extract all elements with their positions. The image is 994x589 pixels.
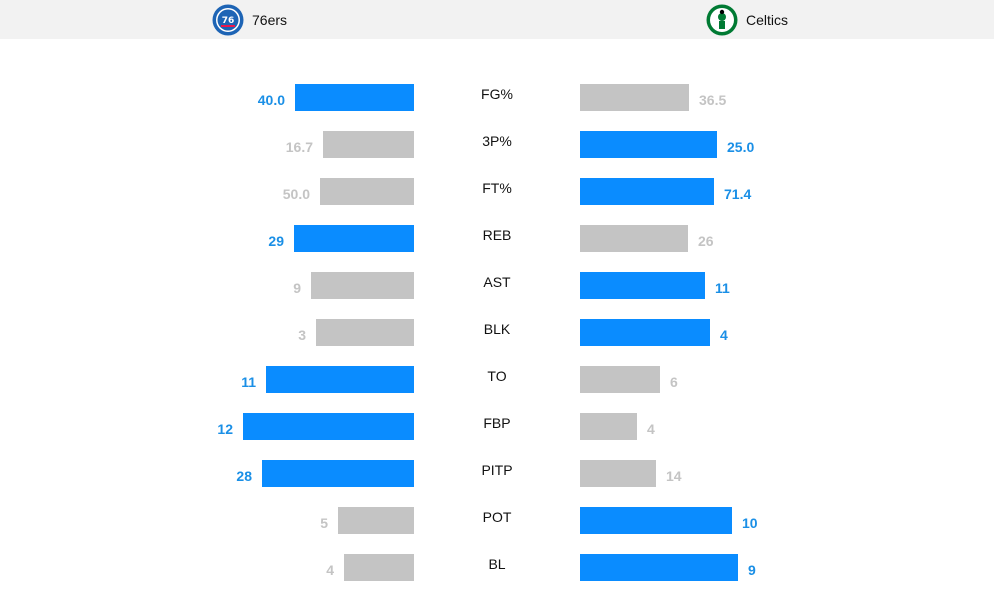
- stat-label: BLK: [483, 321, 511, 337]
- home-stat-value: 12: [217, 421, 233, 437]
- away-stat-bar: [580, 272, 705, 299]
- home-stat-bar: [262, 460, 414, 487]
- away-stat-value: 26: [698, 233, 714, 249]
- home-stat-bar: [316, 319, 414, 346]
- stat-row-bl: 4 BL 9: [0, 554, 994, 581]
- away-stat-value: 11: [715, 280, 730, 296]
- home-stat-value: 3: [298, 327, 306, 343]
- away-stat-value: 14: [666, 468, 682, 484]
- home-stat-value: 40.0: [257, 92, 285, 108]
- home-stat-bar: [338, 507, 414, 534]
- away-stat-value: 4: [720, 327, 728, 343]
- home-stat-bar: [320, 178, 414, 205]
- stat-label: POT: [482, 509, 512, 525]
- home-stat-bar: [294, 225, 414, 252]
- team-header: 76 76ers Celtics: [0, 0, 994, 39]
- away-stat-value: 6: [670, 374, 678, 390]
- stat-label: PITP: [481, 462, 513, 478]
- home-stat-bar: [311, 272, 414, 299]
- away-team-name: Celtics: [746, 11, 789, 28]
- home-team[interactable]: 76 76ers: [212, 0, 287, 39]
- away-stat-value: 10: [742, 515, 758, 531]
- stat-row-pot: 5 POT 10: [0, 507, 994, 534]
- away-stat-value: 71.4: [724, 186, 752, 202]
- stat-row-pitp: 28 PITP 14: [0, 460, 994, 487]
- away-team[interactable]: Celtics: [706, 0, 788, 39]
- home-stat-bar: [323, 131, 414, 158]
- celtics-logo-icon: [706, 4, 738, 35]
- stat-row-to: 11 TO 6: [0, 366, 994, 393]
- stat-row-reb: 29 REB 26: [0, 225, 994, 252]
- stat-row-fbp: 12 FBP 4: [0, 413, 994, 440]
- away-stat-bar: [580, 178, 714, 205]
- away-stat-bar: [580, 554, 738, 581]
- home-stat-bar: [295, 84, 414, 111]
- 76ers-logo-icon: 76: [212, 4, 244, 35]
- stat-label: TO: [487, 368, 507, 384]
- stat-label: FG%: [481, 86, 513, 102]
- home-stat-bar: [344, 554, 414, 581]
- away-stat-value: 25.0: [727, 139, 755, 155]
- stat-row-3p-pct: 16.7 3P% 25.0: [0, 131, 994, 158]
- away-stat-value: 36.5: [699, 92, 727, 108]
- home-stat-value: 50.0: [282, 186, 310, 202]
- home-stat-bar: [243, 413, 414, 440]
- home-stat-value: 9: [293, 280, 301, 296]
- stat-label: FT%: [482, 180, 512, 196]
- home-stat-value: 16.7: [285, 139, 313, 155]
- stat-label: REB: [482, 227, 512, 243]
- stat-label: 3P%: [482, 133, 512, 149]
- stat-label: AST: [483, 274, 511, 290]
- stat-row-ft-pct: 50.0 FT% 71.4: [0, 178, 994, 205]
- stat-row-ast: 9 AST 11: [0, 272, 994, 299]
- away-stat-bar: [580, 366, 660, 393]
- away-stat-value: 4: [647, 421, 655, 437]
- home-stat-value: 29: [268, 233, 284, 249]
- home-team-name: 76ers: [252, 11, 288, 28]
- stat-row-blk: 3 BLK 4: [0, 319, 994, 346]
- away-stat-bar: [580, 84, 689, 111]
- home-stat-value: 11: [241, 374, 256, 390]
- away-stat-bar: [580, 460, 656, 487]
- stat-label: BL: [488, 556, 506, 572]
- away-stat-bar: [580, 319, 710, 346]
- home-stat-bar: [266, 366, 414, 393]
- home-stat-value: 28: [236, 468, 252, 484]
- away-stat-bar: [580, 131, 717, 158]
- stat-row-fg-pct: 40.0 FG% 36.5: [0, 84, 994, 111]
- away-stat-bar: [580, 225, 688, 252]
- away-stat-bar: [580, 507, 732, 534]
- svg-text:76: 76: [222, 16, 235, 26]
- stat-label: FBP: [483, 415, 511, 431]
- home-stat-value: 4: [326, 562, 334, 578]
- away-stat-bar: [580, 413, 637, 440]
- away-stat-value: 9: [748, 562, 756, 578]
- home-stat-value: 5: [320, 515, 328, 531]
